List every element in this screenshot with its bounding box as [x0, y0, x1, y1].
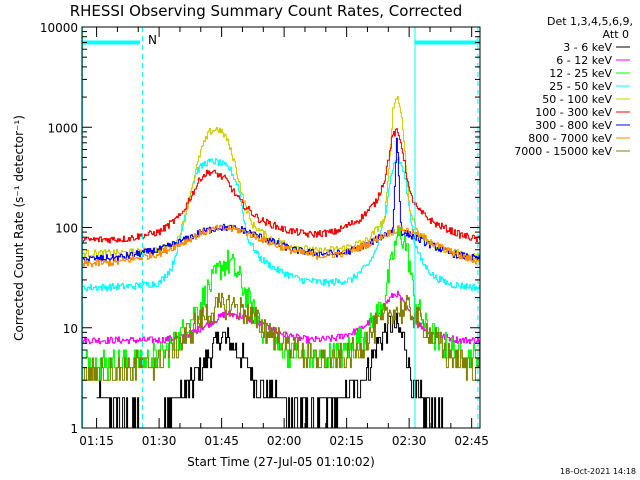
axes: 1 10 100 1000 10000 01:15 01:30 01:45 02:00 02:15…	[40, 21, 489, 448]
y-axis-label: Corrected Count Rate (s⁻¹ detector⁻¹)	[12, 115, 26, 341]
plot-area	[81, 27, 480, 428]
y-tick-label: 10000	[40, 21, 78, 35]
legend-header-line-2: Att 0	[603, 28, 629, 41]
legend-label-0: 3 - 6 keV	[563, 41, 612, 54]
legend-header-line-1: Det 1,3,4,5,6,9,	[547, 15, 633, 28]
legend-label-7: 800 - 7000 keV	[528, 132, 612, 145]
series-line-8	[82, 292, 480, 381]
legend-label-6: 300 - 800 keV	[535, 119, 612, 132]
series-line-2	[82, 225, 480, 381]
x-tick-label: 02:30	[392, 434, 427, 448]
series-line-7	[82, 224, 480, 268]
x-tick-label: 02:00	[267, 434, 302, 448]
x-tick-label: 01:30	[142, 434, 177, 448]
series-line-0	[96, 312, 467, 428]
y-tick-label: 10	[63, 322, 78, 336]
night-annotation: N	[148, 33, 157, 47]
series-group	[82, 96, 480, 428]
x-tick-label: 01:15	[79, 434, 114, 448]
x-axis-label: Start Time (27-Jul-05 01:10:02)	[187, 455, 375, 469]
x-tick-label: 02:45	[454, 434, 489, 448]
legend-label-1: 6 - 12 keV	[556, 54, 612, 67]
legend-label-4: 50 - 100 keV	[542, 93, 612, 106]
y-tick-label: 100	[55, 222, 78, 236]
timestamp: 18-Oct-2021 14:18	[560, 467, 636, 476]
y-tick-label: 1	[70, 422, 78, 436]
chart-title: RHESSI Observing Summary Count Rates, Co…	[70, 2, 463, 20]
series-line-3	[82, 156, 480, 292]
x-tick-label: 02:15	[329, 434, 364, 448]
legend-label-3: 25 - 50 keV	[549, 80, 612, 93]
legend-label-8: 7000 - 15000 keV	[514, 145, 612, 158]
legend-label-5: 100 - 300 keV	[535, 106, 612, 119]
legend-label-2: 12 - 25 keV	[549, 67, 612, 80]
x-tick-label: 01:45	[204, 434, 239, 448]
series-line-5	[82, 128, 480, 244]
y-tick-label: 1000	[47, 121, 78, 135]
